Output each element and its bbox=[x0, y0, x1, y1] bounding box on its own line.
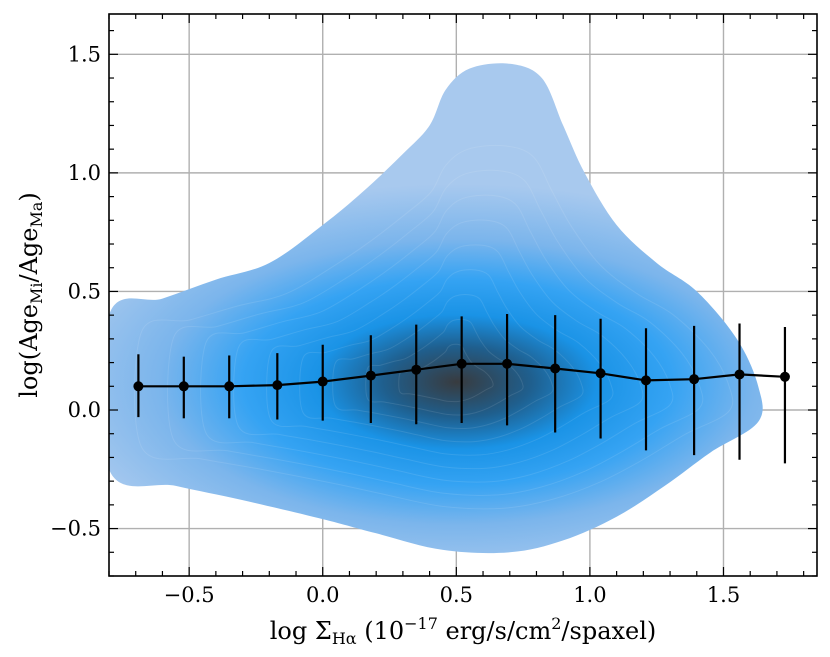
data-point bbox=[595, 368, 606, 379]
density-contour-2 bbox=[167, 169, 704, 496]
y-tick-label: 0.5 bbox=[68, 279, 101, 303]
density-region bbox=[109, 63, 763, 554]
x-tick-label: 1.0 bbox=[573, 583, 606, 607]
data-point bbox=[224, 381, 235, 392]
x-tick-label: −0.5 bbox=[164, 583, 215, 607]
y-tick-label: 1.0 bbox=[68, 161, 101, 185]
x-tick-label: 0.5 bbox=[440, 583, 473, 607]
data-point bbox=[178, 381, 189, 392]
data-point bbox=[641, 375, 652, 386]
density-contour-1 bbox=[133, 144, 734, 510]
data-point bbox=[456, 358, 467, 369]
data-point bbox=[779, 371, 790, 382]
y-tick-label: 1.5 bbox=[68, 42, 101, 66]
ticks bbox=[108, 14, 817, 577]
data-point bbox=[317, 376, 328, 387]
density-contour-6 bbox=[299, 269, 584, 443]
density-contour-3 bbox=[200, 194, 674, 483]
y-tick-label: −0.5 bbox=[50, 517, 101, 541]
density-contour-5 bbox=[266, 244, 614, 456]
data-point bbox=[133, 381, 144, 392]
plot-frame bbox=[108, 13, 818, 577]
series-layer bbox=[133, 313, 790, 464]
data-point bbox=[689, 374, 700, 385]
density-contour-7 bbox=[332, 294, 554, 429]
x-axis-label: log ΣHα (10−17 erg/s/cm2/spaxel) bbox=[270, 614, 657, 648]
tick-labels: −0.5 0.0 0.5 1.0 1.5 −0.5 0.0 0.5 1.0 1.5 bbox=[50, 42, 740, 607]
density-contour-4 bbox=[233, 219, 644, 470]
y-axis-label: log(AgeMi/AgeMa) bbox=[15, 192, 46, 398]
data-point bbox=[734, 369, 745, 380]
data-point bbox=[550, 363, 561, 374]
data-point bbox=[502, 358, 513, 369]
x-tick-label: 0.0 bbox=[306, 583, 339, 607]
density-layer bbox=[109, 63, 763, 554]
data-point bbox=[411, 364, 422, 375]
x-tick-label: 1.5 bbox=[707, 583, 740, 607]
data-point bbox=[365, 370, 376, 381]
y-tick-label: 0.0 bbox=[68, 398, 101, 422]
density-contour-9 bbox=[398, 343, 494, 403]
data-point bbox=[272, 380, 283, 391]
density-contour-8 bbox=[365, 318, 524, 416]
